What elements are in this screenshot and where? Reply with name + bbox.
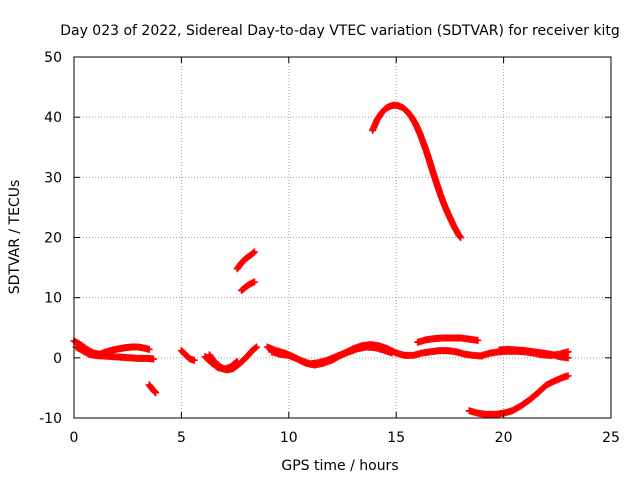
y-tick-label: 0	[53, 351, 62, 367]
series-arc-dip-4h	[145, 381, 160, 397]
data-point	[388, 349, 396, 357]
x-axis-label: GPS time / hours	[281, 458, 398, 474]
data-point	[252, 344, 260, 352]
data-point	[250, 248, 258, 256]
series-arc-8h-mid	[238, 278, 258, 294]
x-tick-label: 15	[387, 430, 405, 446]
series-arc-9-14h-b	[268, 343, 396, 369]
series-arc-19-23h-b	[495, 345, 572, 362]
tick-layer: 0 5 10 15 20 25 -10 0 10 20 30 40 50	[39, 50, 620, 446]
y-tick-label: 10	[44, 291, 62, 307]
data-point	[253, 343, 261, 351]
y-axis-label: SDTVAR / TECUs	[7, 180, 23, 295]
x-tick-label: 5	[177, 430, 186, 446]
data-point	[249, 249, 257, 257]
data-point	[474, 336, 482, 344]
x-tick-label: 0	[70, 430, 79, 446]
y-tick-label: 40	[44, 110, 62, 126]
data-point	[564, 354, 572, 362]
data-point	[190, 356, 198, 364]
series-arc-16-18h	[414, 334, 482, 346]
data-point	[151, 388, 159, 396]
data-point	[564, 348, 572, 356]
data-point	[152, 389, 160, 397]
data-point	[457, 234, 465, 241]
series-arc-low-band-2	[72, 343, 157, 363]
series-arc-5-6h	[177, 347, 198, 364]
data-point	[232, 358, 240, 366]
grid-layer	[74, 57, 611, 418]
series-arc-14-18h-big	[369, 101, 465, 241]
data-point	[250, 278, 258, 286]
y-tick-label: 50	[44, 50, 62, 66]
y-tick-label: 30	[44, 170, 62, 186]
x-tick-label: 25	[602, 430, 620, 446]
data-layer	[70, 101, 572, 418]
x-tick-label: 10	[280, 430, 298, 446]
data-point	[233, 357, 241, 365]
chart-title: Day 023 of 2022, Sidereal Day-to-day VTE…	[60, 23, 620, 39]
y-tick-label: -10	[39, 411, 62, 427]
series-arc-18-22h-neg	[465, 372, 572, 418]
y-tick-label: 20	[44, 231, 62, 247]
series-arc-6-8h-b	[201, 353, 241, 373]
series-arc-low-band	[70, 337, 153, 358]
data-point	[145, 345, 153, 353]
x-tick-label: 20	[495, 430, 513, 446]
data-point	[564, 372, 572, 380]
series-arc-8h-high	[233, 248, 258, 273]
data-point	[149, 355, 157, 363]
